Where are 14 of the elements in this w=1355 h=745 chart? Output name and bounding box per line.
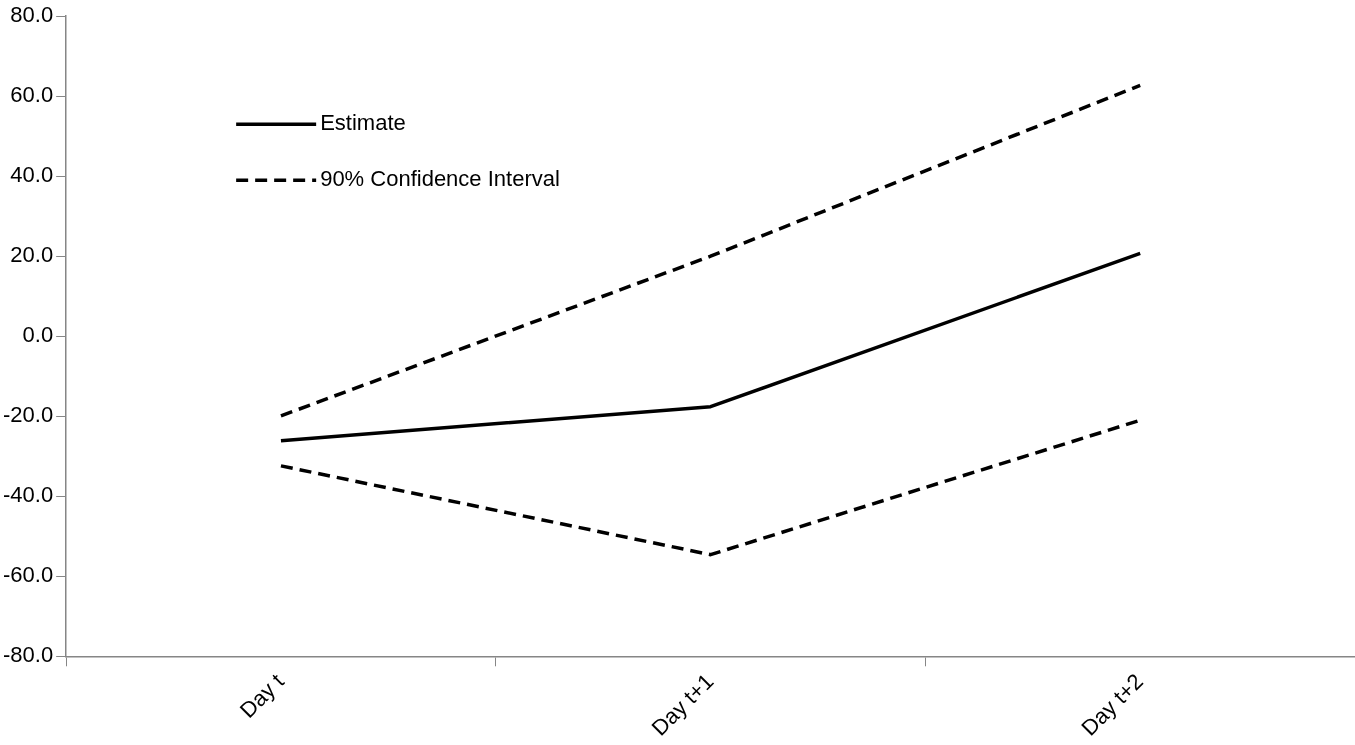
y-tick-label: -20.0 xyxy=(2,402,54,428)
x-tick-label: Day t+2 xyxy=(1076,668,1149,741)
y-tick-label: 40.0 xyxy=(10,162,54,188)
y-tick-label: 80.0 xyxy=(10,2,54,28)
x-tick-label: Day t+1 xyxy=(646,668,719,741)
legend-label: Estimate xyxy=(320,110,406,136)
y-tick-label: -60.0 xyxy=(2,562,54,588)
legend-label: 90% Confidence Interval xyxy=(320,166,560,192)
y-tick-label: 20.0 xyxy=(10,242,54,268)
y-tick-label: 0.0 xyxy=(22,322,54,348)
x-tick-label: Day t xyxy=(234,668,289,723)
y-tick-label: -40.0 xyxy=(2,482,54,508)
y-tick-label: -80.0 xyxy=(2,642,54,668)
y-tick-label: 60.0 xyxy=(10,82,54,108)
